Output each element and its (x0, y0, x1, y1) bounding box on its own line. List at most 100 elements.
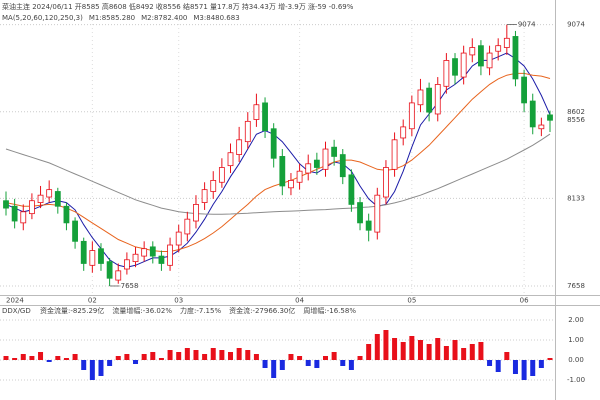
bar (504, 352, 510, 360)
candle-body (149, 246, 156, 257)
candle-body (236, 139, 243, 155)
candle-body (141, 248, 148, 257)
y-tick-label: 0.00 (568, 356, 584, 364)
bar (305, 360, 311, 366)
bar (72, 354, 78, 360)
candle-body (391, 139, 398, 170)
candle-body (184, 218, 191, 235)
candle-body (331, 146, 338, 157)
bar (141, 354, 147, 360)
candle-body (426, 87, 433, 113)
chart-title: 菜油主连 2024/06/11 开8585 高8608 低8492 收8556 … (2, 2, 354, 11)
candle-body (201, 189, 208, 203)
candle-body (218, 167, 225, 183)
bar (271, 360, 277, 378)
x-tick-label: 05 (407, 297, 416, 305)
candle-body (529, 100, 536, 128)
bar (469, 344, 475, 360)
bar (184, 348, 190, 360)
candle-body (227, 152, 234, 167)
bar (297, 356, 303, 360)
bar (193, 350, 199, 360)
y-tick-label: -1.00 (567, 376, 585, 384)
bar (262, 360, 268, 368)
candle-body (132, 253, 139, 263)
candle-body (322, 148, 329, 170)
bar (435, 338, 441, 360)
bar (3, 356, 9, 360)
candle-body (210, 180, 217, 192)
legend-entry: M2:8782.400 (141, 14, 187, 22)
bar (202, 354, 208, 360)
indicator-label: 资金流:-27966.30亿 (229, 306, 295, 315)
bar (314, 360, 320, 368)
bar (512, 360, 518, 374)
candle-body (98, 248, 104, 264)
bar (89, 360, 95, 380)
legend-entry: M1:8585.280 (89, 14, 135, 22)
indicator-label: 周增幅:-16.58% (303, 306, 356, 315)
bar (219, 350, 225, 360)
ma-line (5, 133, 551, 215)
bar (288, 354, 294, 360)
bar (487, 360, 493, 366)
y-tick-label: 8602 (567, 108, 585, 116)
last-price-box (557, 115, 597, 126)
bar (530, 360, 536, 376)
bar (245, 350, 251, 360)
candle-body (20, 211, 27, 224)
bar (63, 358, 69, 360)
candle-body (296, 170, 303, 183)
candle-body (400, 126, 407, 139)
candle-body (538, 124, 545, 130)
bar (279, 360, 285, 370)
bar (46, 360, 52, 362)
candle-body (434, 84, 441, 115)
candle-body (547, 114, 553, 121)
bar (210, 348, 216, 360)
candle-body (469, 47, 476, 56)
bar (115, 356, 121, 360)
candle-body (452, 58, 458, 76)
bar (158, 358, 164, 360)
candle-body (279, 156, 286, 187)
candle-body (115, 270, 122, 281)
candle-body (495, 45, 502, 52)
candle-body (72, 220, 78, 242)
candle-body (288, 180, 294, 189)
candle-body (357, 202, 363, 224)
indicator-label: 资金流量:-825.29亿 (40, 306, 104, 315)
y-tick-label: 8133 (567, 194, 585, 202)
bar (322, 356, 328, 360)
bar (176, 352, 182, 360)
bar (236, 348, 242, 360)
y-tick-label: 7658 (567, 282, 585, 290)
candle-body (486, 52, 493, 69)
candle-body (11, 205, 18, 222)
bar (417, 340, 423, 360)
candle-body (408, 102, 415, 130)
candle-body (262, 102, 268, 131)
ma-line (5, 72, 551, 252)
y-tick-label: 9074 (567, 21, 585, 29)
bar (107, 360, 113, 366)
y-tick-label: 1.00 (568, 336, 584, 344)
bar (366, 344, 372, 360)
bar (547, 358, 553, 360)
candle-body (374, 194, 381, 233)
x-tick-label: 03 (174, 297, 183, 305)
bar (392, 338, 398, 360)
candle-body (123, 259, 130, 270)
x-tick-label: 2024 (6, 297, 24, 305)
bar (38, 352, 44, 360)
candle-body (167, 244, 173, 266)
bar (495, 360, 501, 372)
candle-body (175, 231, 182, 246)
candle-body (244, 120, 251, 143)
candle-body (365, 220, 372, 231)
candle-body (521, 76, 527, 104)
bar (348, 360, 354, 370)
candle-body (348, 174, 355, 205)
bar (521, 360, 527, 380)
